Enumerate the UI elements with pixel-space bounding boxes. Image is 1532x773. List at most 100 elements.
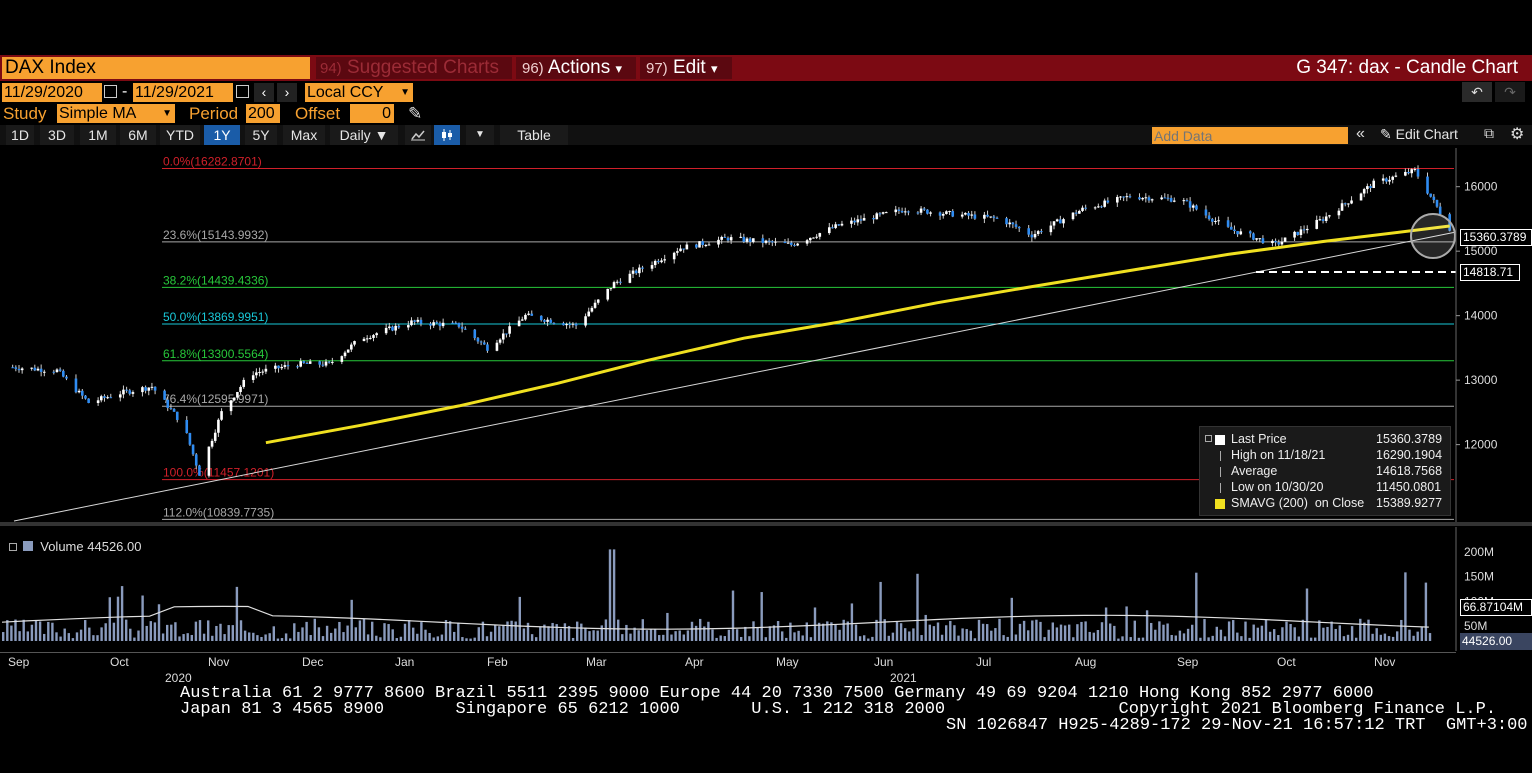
volume-bar [658, 635, 661, 641]
menu-edit[interactable]: 97) Edit ▾ [640, 57, 732, 79]
volume-bar [1162, 624, 1165, 641]
currency-select[interactable]: Local CCY ▼ [305, 83, 413, 102]
candle-body [1011, 222, 1015, 225]
candle-body [1410, 169, 1413, 174]
volume-chart[interactable]: 200M150M100M50M [0, 527, 1532, 651]
volume-bar [699, 618, 702, 641]
volume-bar [321, 636, 325, 641]
volume-bar [264, 634, 267, 641]
volume-bar [502, 625, 505, 641]
legend-collapse-icon[interactable] [1205, 435, 1212, 442]
volume-bar [690, 621, 694, 641]
candle-body [973, 214, 977, 219]
volume-bar [1006, 636, 1009, 641]
volume-bar [871, 636, 874, 641]
start-date-field[interactable]: 11/29/2020 [2, 83, 102, 102]
volume-bar [752, 621, 755, 641]
candle-body [916, 212, 920, 214]
candle-body [1416, 169, 1420, 177]
collapse-icon[interactable]: « [1356, 125, 1365, 142]
candle-body [1163, 197, 1167, 199]
volume-bar [1100, 622, 1104, 641]
volume-bar [1059, 624, 1063, 641]
candle-chart-button[interactable] [434, 125, 460, 145]
volume-bar [604, 619, 608, 641]
price-tick-label: 13000 [1464, 373, 1498, 387]
volume-bar [949, 620, 952, 641]
range-button-max[interactable]: Max [283, 125, 325, 145]
volume-bar [1260, 625, 1264, 641]
line-chart-button[interactable] [405, 125, 431, 145]
volume-bar [1027, 630, 1030, 641]
volume-bar [190, 634, 193, 641]
range-button-1d[interactable]: 1D [6, 125, 34, 145]
candle-body [1059, 219, 1062, 224]
legend-marker-square-yellow [1215, 499, 1225, 509]
volume-bar [1256, 627, 1259, 641]
candle-body [1340, 203, 1344, 211]
pane-divider[interactable] [0, 522, 1532, 526]
volume-bar [317, 627, 321, 641]
range-button-3d[interactable]: 3D [40, 125, 74, 145]
range-button-6m[interactable]: 6M [120, 125, 156, 145]
menu-label: Actions [547, 57, 611, 78]
volume-tick-label: 50M [1464, 619, 1487, 633]
range-button-1y[interactable]: 1Y [204, 125, 240, 145]
next-period-button[interactable]: › [277, 83, 297, 102]
chart-type-dropdown[interactable]: ▼ [466, 125, 494, 145]
volume-bar [1150, 622, 1153, 641]
volume-bar [289, 638, 292, 641]
edit-chart-button[interactable]: ✎ Edit Chart [1380, 126, 1458, 143]
calendar-icon[interactable] [104, 85, 117, 98]
candle-body [17, 368, 21, 371]
period-field[interactable]: 200 [246, 104, 280, 123]
volume-bar [789, 622, 792, 641]
candle-body [1116, 196, 1119, 203]
menu-suggested-charts[interactable]: 94) Suggested Charts [316, 57, 512, 79]
candle-body [147, 387, 151, 391]
volume-bar [1268, 631, 1272, 641]
menu-actions[interactable]: 96) Actions ▾ [516, 57, 636, 79]
add-data-input[interactable] [1152, 127, 1348, 144]
volume-bar [1211, 635, 1214, 641]
frequency-select[interactable]: Daily ▼ [330, 125, 398, 145]
pencil-icon[interactable]: ✎ [408, 104, 423, 123]
fib-level-label: 61.8%(13300.5564) [163, 347, 268, 361]
candle-body [308, 361, 312, 364]
calendar-icon[interactable] [236, 85, 249, 98]
candle-body [441, 322, 445, 327]
candle-body [862, 218, 866, 221]
candle-body [682, 248, 685, 250]
volume-bar [1285, 621, 1288, 641]
candle-body [1017, 226, 1021, 229]
range-button-5y[interactable]: 5Y [245, 125, 277, 145]
end-date-field[interactable]: 11/29/2021 [133, 83, 233, 102]
undo-button[interactable]: ↶ [1462, 82, 1492, 102]
gear-icon[interactable]: ⚙ [1510, 126, 1525, 143]
volume-bar [227, 625, 230, 641]
volume-bar [1379, 634, 1382, 641]
range-button-1m[interactable]: 1M [80, 125, 116, 145]
candle-body [1318, 219, 1322, 221]
study-select[interactable]: Simple MA ▼ [57, 104, 175, 123]
offset-field[interactable]: 0 [350, 104, 394, 123]
candle-body [476, 338, 480, 342]
security-field[interactable]: DAX Index [2, 57, 310, 79]
volume-bar [1387, 636, 1391, 641]
volume-bar [637, 630, 640, 641]
prev-period-button[interactable]: ‹ [254, 83, 274, 102]
volume-bar [1145, 610, 1149, 641]
candle-body [473, 329, 477, 339]
volume-bar [1035, 619, 1038, 641]
chart-settings-icon[interactable]: ⧉ [1484, 125, 1494, 141]
redo-button[interactable]: ↷ [1495, 82, 1525, 102]
table-button[interactable]: Table [500, 125, 568, 145]
expand-icon[interactable] [9, 543, 17, 551]
month-label: Nov [208, 655, 230, 669]
volume-bar [986, 624, 989, 641]
candle-body [318, 361, 321, 365]
candle-body [1328, 215, 1331, 217]
line-chart-icon [411, 130, 425, 141]
candle-body [634, 270, 638, 274]
range-button-ytd[interactable]: YTD [160, 125, 200, 145]
